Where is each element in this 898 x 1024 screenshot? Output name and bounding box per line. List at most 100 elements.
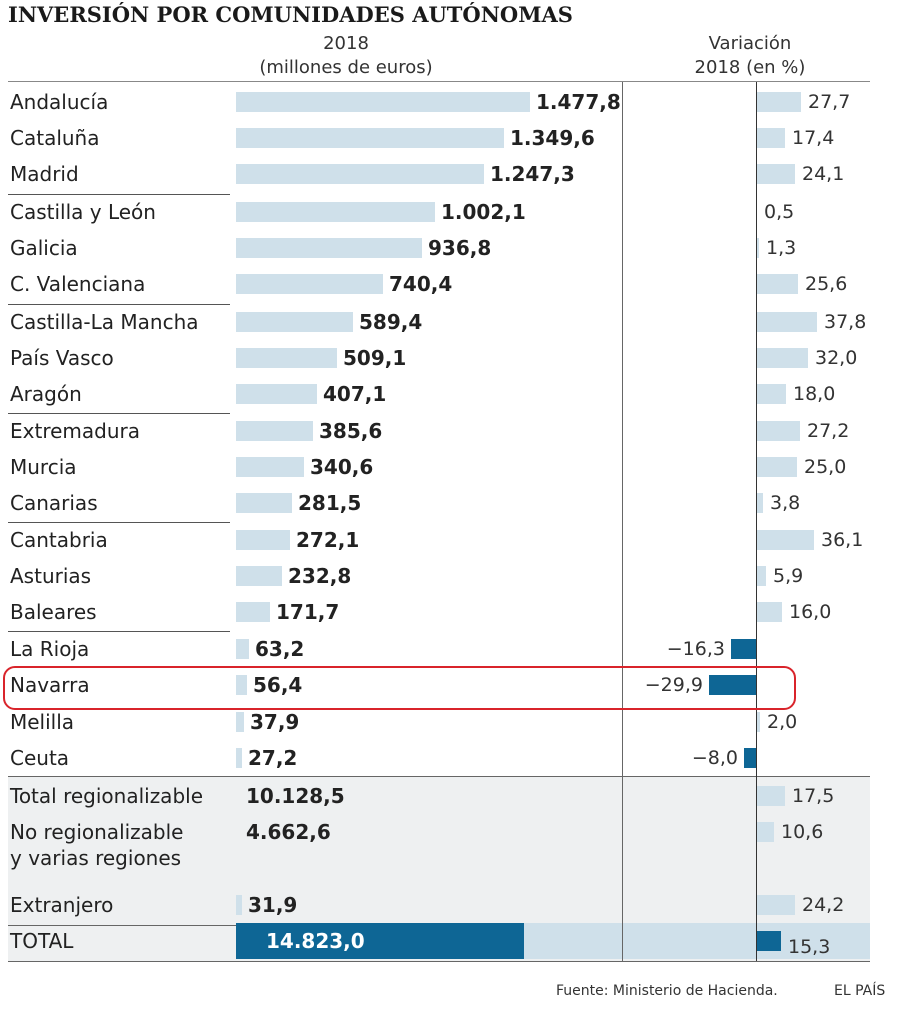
- amount-bar-aragon: [236, 384, 317, 404]
- variation-bar-galicia: [757, 238, 759, 258]
- navarra-highlight-outline: [3, 666, 796, 710]
- amount-bar-ceuta: [236, 748, 242, 768]
- row-divider: [8, 194, 230, 195]
- row-label-melilla: Melilla: [10, 710, 75, 734]
- amount-value-cantabria: 272,1: [296, 528, 360, 552]
- variation-value-aragon: 18,0: [793, 383, 836, 405]
- variation-bar-extremadura: [757, 421, 800, 441]
- row-label-navarra: Navarra: [10, 673, 90, 697]
- amount-value-andalucia: 1.477,8: [536, 90, 621, 114]
- variation-value-total-regionalizable: 17,5: [792, 785, 835, 807]
- amount-value-asturias: 232,8: [288, 564, 352, 588]
- amount-value-castilla-la-mancha: 589,4: [359, 310, 423, 334]
- variation-value-extranjero: 24,2: [802, 894, 845, 916]
- row-divider: [8, 522, 230, 523]
- row-divider: [8, 631, 230, 632]
- amount-bar-cataluna: [236, 128, 504, 148]
- source-note: Fuente: Ministerio de Hacienda.: [556, 983, 778, 999]
- amount-value-extranjero: 31,9: [248, 893, 298, 917]
- variation-bar-ceuta: [744, 748, 757, 768]
- amount-bar-la-rioja: [236, 639, 249, 659]
- variation-bar-cantabria: [757, 530, 814, 550]
- variation-value-madrid: 24,1: [802, 163, 845, 185]
- column-header-amount-line2: (millones de euros): [259, 57, 433, 78]
- variation-bar-aragon: [757, 384, 786, 404]
- row-label-asturias: Asturias: [10, 564, 92, 588]
- chart-title: INVERSIÓN POR COMUNIDADES AUTÓNOMAS: [8, 2, 573, 27]
- row-label-baleares: Baleares: [10, 600, 97, 624]
- variation-bar-melilla: [757, 712, 760, 732]
- row-divider: [8, 413, 230, 414]
- amount-value-castilla-y-leon: 1.002,1: [441, 200, 526, 224]
- variation-value-baleares: 16,0: [789, 601, 832, 623]
- row-label-no-regionalizable-line2: y varias regiones: [10, 846, 182, 870]
- amount-value-galicia: 936,8: [428, 236, 492, 260]
- amount-bar-murcia: [236, 457, 304, 477]
- amount-value-navarra: 56,4: [253, 673, 303, 697]
- variation-value-murcia: 25,0: [804, 456, 847, 478]
- variation-value-no-regionalizable: 10,6: [781, 821, 824, 843]
- variation-bar-no-regionalizable: [757, 822, 774, 842]
- variation-bar-canarias: [757, 493, 763, 513]
- row-label-extranjero: Extranjero: [10, 893, 114, 917]
- amount-bar-pais-vasco: [236, 348, 337, 368]
- amount-bar-rest-total: [524, 923, 870, 959]
- amount-value-murcia: 340,6: [310, 455, 374, 479]
- amount-bar-madrid: [236, 164, 484, 184]
- amount-value-total: 14.823,0: [266, 929, 365, 953]
- amount-bar-navarra: [236, 675, 247, 695]
- variation-value-c-valenciana: 25,6: [805, 273, 848, 295]
- amount-bar-extranjero: [236, 895, 242, 915]
- amount-value-melilla: 37,9: [250, 710, 300, 734]
- row-label-andalucia: Andalucía: [10, 90, 109, 114]
- variation-bar-asturias: [757, 566, 766, 586]
- row-label-murcia: Murcia: [10, 455, 77, 479]
- variation-bar-andalucia: [757, 92, 801, 112]
- amount-bar-baleares: [236, 602, 270, 622]
- variation-value-asturias: 5,9: [773, 565, 804, 587]
- amount-value-cataluna: 1.349,6: [510, 126, 595, 150]
- amount-value-canarias: 281,5: [298, 491, 362, 515]
- row-label-pais-vasco: País Vasco: [10, 346, 114, 370]
- variation-bar-madrid: [757, 164, 795, 184]
- amount-bar-andalucia: [236, 92, 530, 112]
- row-divider: [8, 304, 230, 305]
- amount-bar-melilla: [236, 712, 244, 732]
- column-header-variation-line1: Variación: [708, 33, 792, 54]
- row-label-galicia: Galicia: [10, 236, 78, 260]
- variation-value-pais-vasco: 32,0: [815, 347, 858, 369]
- column-header-variation: Variación 2018 (en %): [640, 32, 860, 80]
- amount-bar-castilla-y-leon: [236, 202, 435, 222]
- amount-bar-cantabria: [236, 530, 290, 550]
- amount-value-ceuta: 27,2: [248, 746, 298, 770]
- variation-bar-navarra: [709, 675, 757, 695]
- section-divider: [8, 776, 870, 777]
- variation-bar-total-regionalizable: [757, 786, 785, 806]
- row-label-castilla-la-mancha: Castilla-La Mancha: [10, 310, 199, 334]
- row-label-la-rioja: La Rioja: [10, 637, 90, 661]
- row-label-c-valenciana: C. Valenciana: [10, 272, 146, 296]
- amount-value-baleares: 171,7: [276, 600, 340, 624]
- header-divider: [8, 81, 870, 82]
- row-label-castilla-y-leon: Castilla y León: [10, 200, 156, 224]
- column-header-variation-line2: 2018 (en %): [694, 57, 806, 78]
- variation-value-navarra: −29,9: [644, 674, 703, 696]
- amount-value-madrid: 1.247,3: [490, 162, 575, 186]
- amount-value-extremadura: 385,6: [319, 419, 383, 443]
- variation-bar-la-rioja: [731, 639, 757, 659]
- row-label-cantabria: Cantabria: [10, 528, 108, 552]
- row-label-madrid: Madrid: [10, 162, 79, 186]
- variation-value-la-rioja: −16,3: [666, 638, 725, 660]
- row-label-canarias: Canarias: [10, 491, 98, 515]
- variation-left-divider: [622, 82, 623, 961]
- amount-bar-c-valenciana: [236, 274, 383, 294]
- brand-credit: EL PAÍS: [834, 983, 886, 999]
- row-label-ceuta: Ceuta: [10, 746, 70, 770]
- variation-bar-total: [757, 931, 781, 951]
- column-header-amount-line1: 2018: [323, 33, 369, 54]
- variation-bar-murcia: [757, 457, 797, 477]
- row-label-no-regionalizable: No regionalizable: [10, 820, 184, 844]
- row-label-extremadura: Extremadura: [10, 419, 140, 443]
- amount-value-no-regionalizable: 4.662,6: [246, 820, 331, 844]
- variation-bar-baleares: [757, 602, 782, 622]
